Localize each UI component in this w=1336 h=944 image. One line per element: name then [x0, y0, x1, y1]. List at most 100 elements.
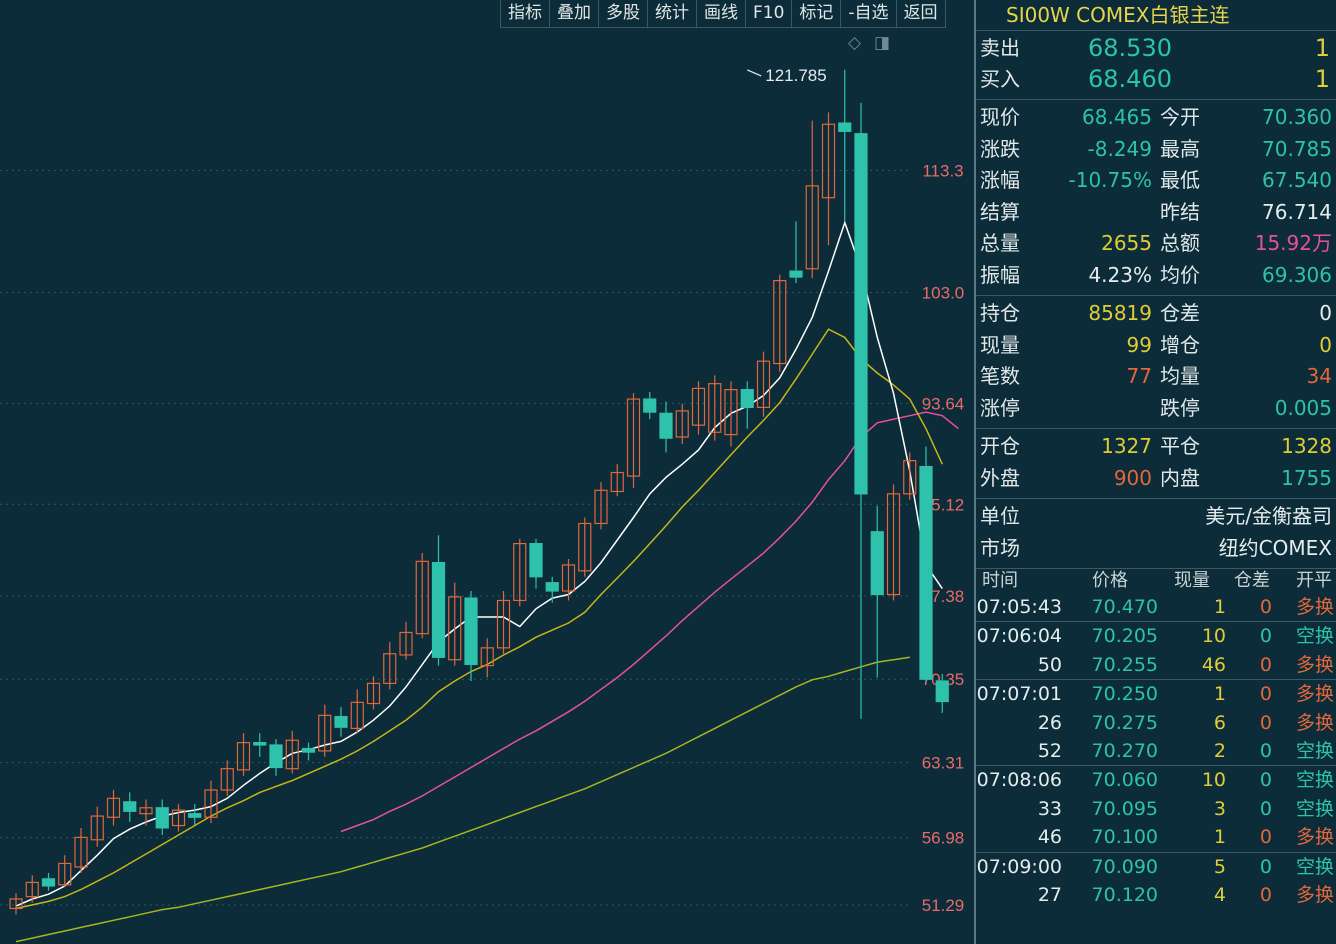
- candle-body[interactable]: [838, 122, 852, 132]
- candle-body[interactable]: [529, 542, 543, 578]
- candle-body[interactable]: [854, 133, 868, 495]
- candle-body[interactable]: [9, 898, 23, 910]
- tick-row[interactable]: 27 70.120 4 0 多换: [976, 881, 1336, 909]
- candle-body[interactable]: [919, 466, 933, 680]
- candle-body[interactable]: [594, 489, 608, 525]
- tick-type: 多换: [1296, 883, 1335, 906]
- candle-body[interactable]: [90, 815, 104, 841]
- tick-row[interactable]: 46 70.100 1 0 多换: [976, 823, 1336, 851]
- panel-toggle-icon[interactable]: ◨: [874, 33, 891, 53]
- candle-body[interactable]: [821, 123, 836, 199]
- stat-value: 15.92万: [1254, 231, 1332, 255]
- candle-body[interactable]: [789, 270, 803, 278]
- candle-body[interactable]: [415, 560, 429, 635]
- tick-type: 空换: [1296, 797, 1335, 820]
- candle-body[interactable]: [448, 596, 462, 661]
- toolbar-button-4[interactable]: 画线: [697, 0, 746, 27]
- candle-body[interactable]: [383, 653, 397, 684]
- toolbar-button-3[interactable]: 统计: [648, 0, 697, 27]
- tick-volume: 10: [1201, 625, 1226, 648]
- candle-body[interactable]: [431, 561, 446, 658]
- toolbar-button-1[interactable]: 叠加: [550, 0, 599, 27]
- candle-body[interactable]: [269, 744, 283, 769]
- toolbar-button-5[interactable]: F10: [746, 0, 793, 27]
- candle-body[interactable]: [106, 797, 121, 818]
- toolbar-button-6[interactable]: 标记: [792, 0, 842, 27]
- candle-body[interactable]: [171, 809, 186, 827]
- candle-body[interactable]: [366, 682, 381, 705]
- tick-volume: 46: [1201, 653, 1226, 676]
- tick-row[interactable]: 52 70.270 2 0 空换: [976, 737, 1336, 765]
- candle-body[interactable]: [886, 493, 901, 596]
- candle-body[interactable]: [708, 383, 722, 433]
- candle-body[interactable]: [626, 398, 641, 477]
- toolbar-button-7[interactable]: -自选: [841, 0, 897, 27]
- tick-row[interactable]: 50 70.255 46 0 多换: [976, 651, 1336, 679]
- candle-body[interactable]: [74, 836, 88, 868]
- candle-body[interactable]: [610, 471, 624, 493]
- candle-body[interactable]: [253, 742, 267, 746]
- candle-body[interactable]: [301, 747, 316, 753]
- candle-body[interactable]: [334, 715, 348, 728]
- candle-body[interactable]: [756, 360, 771, 408]
- candle-body[interactable]: [204, 789, 218, 818]
- candle-body[interactable]: [740, 389, 754, 408]
- candle-body[interactable]: [41, 878, 56, 887]
- candle-body[interactable]: [350, 701, 364, 729]
- tick-header-cell: 现量: [1174, 570, 1210, 591]
- candle-body[interactable]: [480, 647, 494, 667]
- tick-row[interactable]: 07:08:06 70.060 10 0 空换: [976, 765, 1336, 794]
- candle-body[interactable]: [220, 768, 234, 791]
- candle-body[interactable]: [643, 398, 657, 413]
- candle-body[interactable]: [675, 410, 689, 438]
- candle-body[interactable]: [123, 801, 137, 812]
- candle-body[interactable]: [903, 460, 917, 495]
- candlestick-chart[interactable]: 113.3103.093.6485.1277.3870.3563.3156.98…: [0, 0, 974, 944]
- candle-body[interactable]: [496, 599, 511, 649]
- candle-body[interactable]: [805, 185, 819, 270]
- tick-type: 多换: [1296, 596, 1335, 618]
- candle-body[interactable]: [513, 542, 527, 602]
- tick-row[interactable]: 33 70.095 3 0 空换: [976, 795, 1336, 823]
- candle-body[interactable]: [399, 631, 413, 656]
- candle-body[interactable]: [773, 280, 787, 365]
- quote-label: 卖出: [980, 36, 1020, 60]
- tick-row[interactable]: 07:06:04 70.205 10 0 空换: [976, 621, 1336, 650]
- toolbar-button-2[interactable]: 多股: [599, 0, 648, 27]
- diamond-icon[interactable]: ◇: [848, 33, 862, 53]
- tick-row[interactable]: 07:07:01 70.250 1 0 多换: [976, 679, 1336, 708]
- candle-body[interactable]: [25, 881, 39, 898]
- candle-body[interactable]: [155, 807, 169, 829]
- candle-body[interactable]: [870, 531, 884, 596]
- candle-body[interactable]: [561, 564, 576, 592]
- kline-chart-area[interactable]: 113.3 103.0 93.64 85.12 77.38 70.35 63.31 56.98…: [0, 0, 974, 944]
- tick-row[interactable]: 07:09:00 70.090 5 0 空换: [976, 851, 1336, 881]
- candle-body[interactable]: [58, 862, 72, 886]
- tick-row[interactable]: 26 70.275 6 0 多换: [976, 709, 1336, 737]
- candle-body[interactable]: [318, 714, 332, 752]
- candle-body[interactable]: [578, 522, 592, 572]
- tick-list[interactable]: 时间 价格 现量 仓差 开平 07:05:43 70.470 1 0 多换 07:06:04 70.2…: [976, 569, 1336, 909]
- stat-value: 1327: [1101, 434, 1152, 458]
- tick-price: 70.255: [1091, 653, 1158, 676]
- candle-body[interactable]: [659, 412, 673, 439]
- stat-value: 900: [1113, 465, 1152, 490]
- candle-body[interactable]: [236, 742, 251, 771]
- candle-body[interactable]: [139, 807, 153, 815]
- tick-row[interactable]: 07:05:43 70.470 1 0 多换: [976, 593, 1336, 621]
- candle-body[interactable]: [285, 739, 299, 770]
- candle-body[interactable]: [724, 389, 738, 436]
- candle-body[interactable]: [545, 582, 559, 592]
- tick-volume: 3: [1213, 797, 1226, 820]
- position-stats: 持仓 85819 仓差 0 现量 99 增仓 0 笔数 77 均量 34 涨停 跌停 0.005: [976, 296, 1336, 429]
- candle-body[interactable]: [691, 387, 706, 426]
- stat-label: 开仓: [980, 434, 1020, 458]
- candle-body[interactable]: [935, 680, 949, 703]
- toolbar-button-8[interactable]: 返回: [897, 0, 946, 27]
- peak-arrow: [747, 69, 762, 77]
- candle-body[interactable]: [188, 813, 202, 818]
- candle-body[interactable]: [464, 597, 478, 666]
- tick-time: 07:09:00: [976, 855, 1062, 878]
- toolbar-button-0[interactable]: 指标: [501, 0, 550, 27]
- stat-value: 1328: [1281, 434, 1332, 458]
